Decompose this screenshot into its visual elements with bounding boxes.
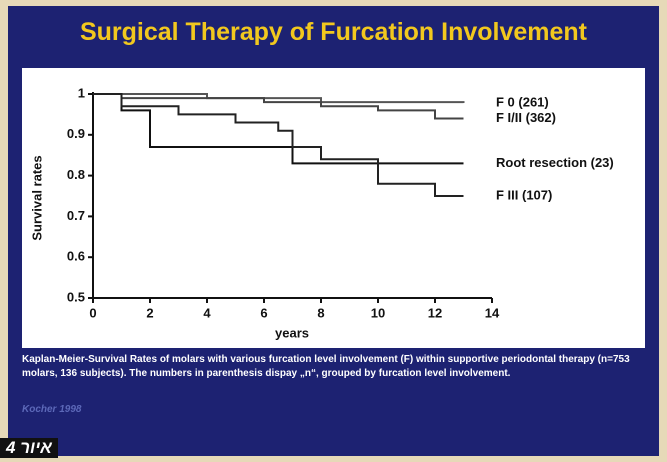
y-axis-label: Survival rates	[29, 155, 44, 240]
survival-line	[93, 93, 465, 104]
x-tick-label: 0	[89, 305, 96, 320]
series-label: F 0 (261)	[496, 94, 549, 109]
y-tick-label: 0.6	[67, 249, 85, 264]
figure-label: איור 4	[0, 438, 58, 458]
y-tick-label: 0.7	[67, 208, 85, 223]
survival-line	[93, 93, 464, 197]
series-label: F III (107)	[496, 187, 552, 202]
x-tick-label: 12	[428, 305, 442, 320]
y-tick-label: 1	[78, 85, 85, 100]
x-tick-label: 14	[485, 305, 500, 320]
x-tick-label: 10	[371, 305, 385, 320]
x-tick-label: 2	[146, 305, 153, 320]
x-tick-label: 8	[317, 305, 324, 320]
caption: Kaplan-Meier-Survival Rates of molars wi…	[22, 354, 630, 379]
series-label: F I/II (362)	[496, 110, 556, 125]
slide-title: Surgical Therapy of Furcation Involvemen…	[79, 18, 588, 46]
source: Kocher 1998	[22, 404, 82, 415]
series-label: Root resection (23)	[496, 155, 614, 170]
x-tick-label: 4	[203, 305, 211, 320]
x-axis-label: years	[275, 325, 309, 340]
x-tick-label: 6	[260, 305, 267, 320]
chart: Survival rates years 0.50.60.70.80.910 2 4…	[22, 68, 645, 348]
slide: Surgical Therapy of Furcation Involvemen…	[8, 6, 659, 456]
y-tick-label: 0.5	[67, 289, 85, 304]
chart-background	[22, 68, 645, 348]
y-tick-label: 0.9	[67, 126, 85, 141]
y-tick-label: 0.8	[67, 167, 85, 182]
